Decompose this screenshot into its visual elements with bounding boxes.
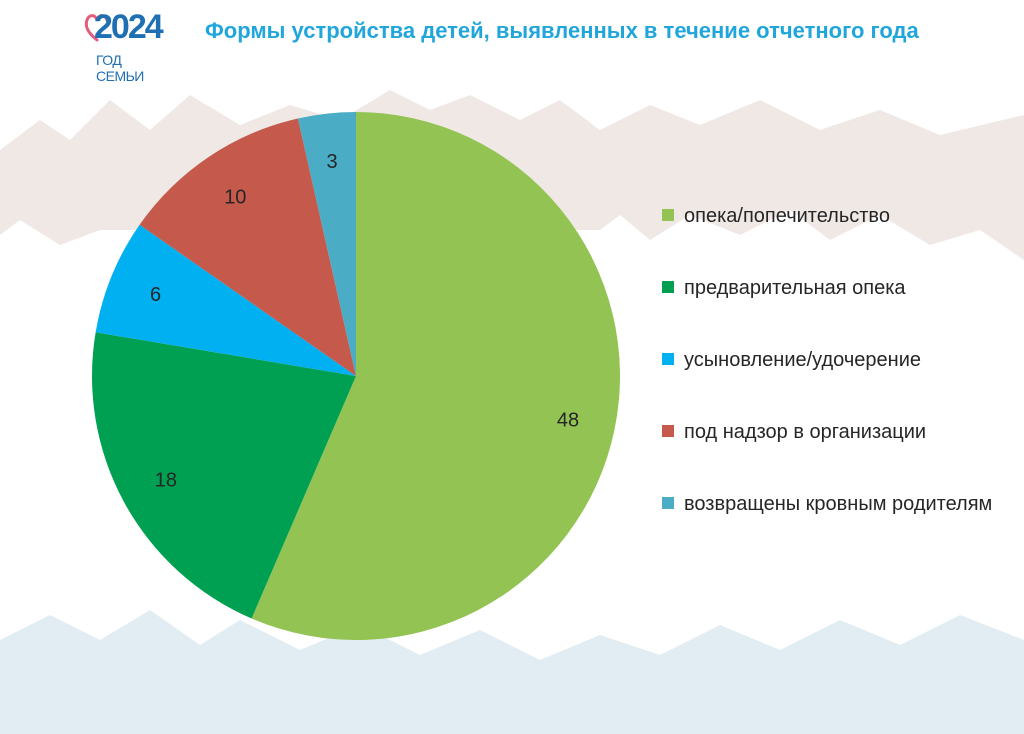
- legend-swatch: [662, 353, 674, 365]
- legend-item: опека/попечительство: [662, 200, 992, 272]
- pie-data-label: 10: [224, 186, 246, 208]
- pie-data-label: 48: [557, 410, 579, 432]
- pie-slice: [95, 224, 356, 376]
- legend-item: усыновление/удочерение: [662, 344, 992, 416]
- legend-label: опека/попечительство: [684, 205, 890, 227]
- heart-icon: [84, 14, 109, 42]
- legend-swatch: [662, 425, 674, 437]
- pie-slice: [297, 112, 356, 376]
- pie-slices: [92, 112, 620, 641]
- pie-data-label: 18: [155, 470, 177, 492]
- pie-slice: [139, 118, 356, 376]
- legend-swatch: [662, 281, 674, 293]
- legend-label: под надзор в организации: [684, 421, 927, 443]
- legend-label: усыновление/удочерение: [684, 349, 921, 371]
- logo-year: 2024: [94, 8, 164, 46]
- pie-data-label: 6: [150, 284, 161, 306]
- legend-label: предварительная опека: [684, 277, 906, 299]
- legend-swatch: [662, 209, 674, 221]
- pie-data-label: 3: [326, 151, 337, 173]
- pie-data-labels: 48 18 6 10 3: [150, 151, 579, 492]
- logo-subtitle: ГОД СЕМЬИ: [96, 52, 144, 84]
- pie-slice: [92, 332, 356, 619]
- brush-stroke-bottom: [0, 610, 1024, 734]
- legend-item: под надзор в организации: [662, 416, 992, 488]
- chart-legend: опека/попечительство предварительная опек…: [662, 200, 992, 560]
- legend-item: возвращены кровным родителям: [662, 488, 992, 560]
- legend-item: предварительная опека: [662, 272, 992, 344]
- legend-swatch: [662, 497, 674, 509]
- legend-label: возвращены кровным родителям: [684, 493, 993, 515]
- page-title: Формы устройства детей, выявленных в теч…: [205, 18, 919, 43]
- year-of-family-logo: 2024 ГОД СЕМЬИ: [80, 8, 170, 84]
- pie-slice: [251, 112, 620, 641]
